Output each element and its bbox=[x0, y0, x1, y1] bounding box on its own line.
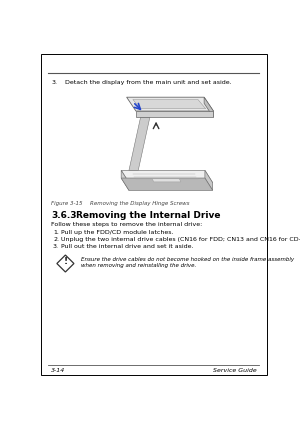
Text: Removing the Internal Drive: Removing the Internal Drive bbox=[76, 211, 221, 220]
Text: Ensure the drive cables do not become hooked on the inside frame assembly: Ensure the drive cables do not become ho… bbox=[81, 257, 294, 262]
Polygon shape bbox=[121, 170, 213, 183]
Text: Service Guide: Service Guide bbox=[213, 368, 257, 373]
Text: Detach the display from the main unit and set aside.: Detach the display from the main unit an… bbox=[65, 80, 232, 85]
Text: Follow these steps to remove the internal drive:: Follow these steps to remove the interna… bbox=[52, 222, 203, 227]
Text: !: ! bbox=[63, 258, 68, 266]
Text: Pull up the FDD/CD module latches.: Pull up the FDD/CD module latches. bbox=[61, 230, 173, 235]
Polygon shape bbox=[152, 179, 181, 182]
Text: Figure 3-15: Figure 3-15 bbox=[52, 201, 83, 206]
Polygon shape bbox=[57, 255, 74, 272]
Polygon shape bbox=[127, 97, 213, 111]
Text: 1.: 1. bbox=[53, 230, 59, 235]
Text: 3-14: 3-14 bbox=[52, 368, 66, 373]
Polygon shape bbox=[205, 170, 213, 190]
Text: 2.: 2. bbox=[53, 237, 59, 241]
Polygon shape bbox=[129, 117, 150, 170]
Polygon shape bbox=[121, 178, 213, 190]
Polygon shape bbox=[204, 97, 213, 117]
Text: 3.: 3. bbox=[53, 244, 59, 249]
Polygon shape bbox=[136, 111, 213, 117]
Text: 3.6.3: 3.6.3 bbox=[52, 211, 77, 220]
Polygon shape bbox=[133, 99, 206, 109]
Text: when removing and reinstalling the drive.: when removing and reinstalling the drive… bbox=[81, 263, 196, 268]
Text: Pull out the internal drive and set it aside.: Pull out the internal drive and set it a… bbox=[61, 244, 193, 249]
Text: 3.: 3. bbox=[52, 80, 58, 85]
Polygon shape bbox=[121, 170, 129, 190]
Text: Unplug the two internal drive cables (CN16 for FDD; CN13 and CN16 for CD-ROM).: Unplug the two internal drive cables (CN… bbox=[61, 237, 300, 241]
Text: Removing the Display Hinge Screws: Removing the Display Hinge Screws bbox=[90, 201, 190, 206]
